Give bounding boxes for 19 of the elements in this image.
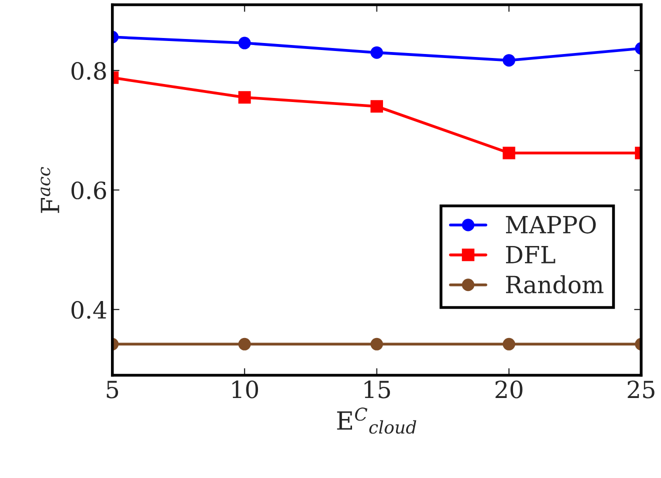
point [502,338,516,350]
x-axis-title: E$^{C}$$_{cloud}$ [337,408,416,434]
point [502,146,516,160]
x-tick-label: 15 [364,380,390,398]
legend-label: Random [506,275,604,294]
x-tick-label: 10 [232,380,258,398]
point [370,338,384,350]
x-tick-label: 20 [496,380,522,398]
point [370,46,384,59]
legend-label: MAPPO [506,216,596,234]
point [370,100,384,113]
y-tick-label: 0.6 [72,181,106,200]
y-tick-label: 0.4 [72,300,106,319]
x-tick-label: 25 [628,380,654,398]
x-tick-label: 5 [106,380,118,398]
point [502,54,516,67]
legend-label: DFL [506,246,556,264]
y-axis-title: F$^{acc}$ [40,166,60,213]
y-tick-label: 0.8 [72,62,106,80]
